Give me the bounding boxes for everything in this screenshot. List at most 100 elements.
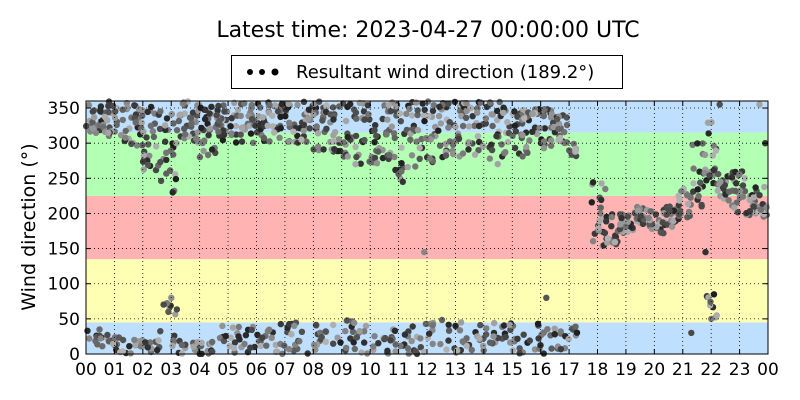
data-point	[173, 139, 180, 147]
data-point	[469, 113, 476, 120]
data-point	[442, 152, 450, 159]
data-point	[608, 223, 615, 230]
data-point	[429, 322, 436, 329]
data-point	[139, 107, 146, 114]
data-point	[479, 342, 487, 350]
x-tick-label: 20	[644, 360, 666, 380]
data-point	[154, 346, 161, 354]
data-point	[736, 187, 744, 194]
data-point	[157, 108, 164, 115]
data-point	[310, 341, 318, 349]
data-point	[97, 108, 104, 115]
data-point	[89, 108, 97, 115]
data-point	[422, 135, 430, 142]
data-point	[201, 115, 209, 123]
y-tick-label: 50	[58, 310, 80, 330]
data-point	[543, 294, 550, 301]
data-point	[172, 175, 180, 183]
y-tick-label: 350	[48, 99, 80, 119]
data-point	[153, 143, 160, 150]
data-point	[712, 147, 720, 154]
data-point	[372, 122, 379, 129]
data-point	[563, 139, 570, 146]
data-point	[370, 343, 377, 350]
data-point	[264, 122, 271, 129]
data-point	[465, 146, 472, 153]
data-point	[285, 100, 292, 108]
data-point	[384, 116, 391, 123]
data-point	[666, 207, 673, 215]
data-point	[175, 117, 183, 125]
x-tick-label: 16	[530, 360, 552, 380]
data-point	[426, 330, 433, 337]
data-point	[161, 122, 169, 129]
data-point	[498, 141, 505, 148]
data-point	[142, 339, 149, 346]
data-point	[131, 336, 138, 344]
data-point	[430, 102, 437, 109]
data-point	[190, 343, 197, 350]
data-point	[526, 337, 533, 344]
data-point	[404, 345, 412, 352]
data-point	[624, 213, 631, 220]
data-point	[144, 161, 152, 169]
data-point	[209, 338, 216, 346]
data-point	[424, 112, 432, 120]
data-point	[739, 193, 747, 200]
data-point	[414, 126, 422, 134]
data-point	[714, 187, 721, 194]
data-point	[384, 347, 391, 354]
data-point	[429, 340, 436, 348]
data-point	[474, 109, 481, 116]
data-point	[268, 334, 275, 341]
data-point	[695, 192, 702, 200]
x-tick-label: 22	[700, 360, 722, 380]
data-point	[573, 329, 581, 336]
data-point	[426, 155, 433, 162]
data-point	[220, 102, 227, 109]
data-point	[300, 127, 307, 134]
data-point	[361, 339, 368, 346]
data-point	[390, 130, 398, 137]
data-point	[330, 340, 337, 347]
data-point	[176, 111, 184, 118]
data-point	[506, 321, 513, 329]
data-point	[132, 119, 139, 126]
data-point	[181, 110, 188, 117]
data-point	[457, 319, 465, 326]
data-point	[566, 147, 573, 154]
data-point	[417, 344, 424, 351]
data-point	[414, 107, 421, 114]
data-point	[147, 339, 154, 346]
data-point	[318, 333, 325, 341]
data-point	[731, 204, 738, 211]
data-point	[250, 139, 257, 146]
data-point	[342, 117, 350, 125]
data-point	[241, 340, 248, 348]
data-point	[259, 334, 266, 341]
data-point	[752, 184, 759, 191]
data-point	[99, 343, 106, 350]
data-point	[414, 111, 421, 119]
data-point	[750, 203, 757, 210]
data-point	[491, 319, 498, 327]
data-point	[278, 100, 286, 108]
data-point	[690, 165, 697, 172]
data-point	[127, 350, 134, 357]
data-point	[206, 125, 213, 132]
data-point	[305, 115, 312, 122]
data-point	[685, 208, 693, 216]
data-point	[710, 291, 718, 298]
data-point	[113, 121, 120, 129]
data-point	[509, 132, 516, 139]
data-point	[247, 130, 255, 137]
data-point	[228, 115, 235, 122]
data-point	[170, 120, 177, 127]
x-tick-label: 19	[615, 360, 637, 380]
data-point	[420, 348, 428, 356]
data-point	[344, 133, 351, 141]
data-point	[741, 188, 749, 195]
data-point	[421, 248, 428, 256]
data-point	[219, 136, 227, 144]
data-point	[364, 102, 372, 109]
